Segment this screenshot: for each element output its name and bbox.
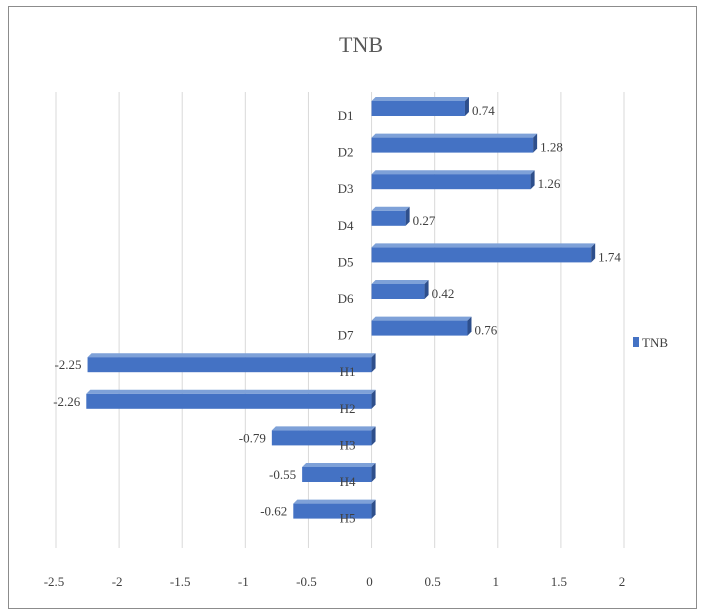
bar-side-face (591, 243, 596, 263)
bar-front-face (271, 430, 372, 446)
bar-side-face (371, 463, 376, 482)
data-label: 0.42 (432, 286, 455, 301)
legend-swatch (633, 337, 639, 347)
bar-top-face (302, 463, 376, 467)
category-label: H4 (340, 474, 356, 489)
bar-side-face (371, 426, 376, 446)
bar-front-face (371, 137, 534, 153)
bar (371, 170, 535, 190)
category-label: D1 (338, 108, 354, 123)
data-label: -2.26 (53, 394, 81, 409)
bar-top-face (371, 170, 535, 175)
bar-side-face (424, 280, 429, 299)
bar-side-face (467, 316, 472, 336)
category-label: D5 (338, 254, 354, 269)
x-tick-label: 1 (493, 574, 500, 589)
bar-front-face (371, 210, 406, 226)
bar-top-face (293, 499, 376, 504)
data-label: -0.55 (269, 467, 296, 482)
bar-side-face (533, 133, 538, 153)
data-label: -2.25 (54, 357, 81, 372)
x-tick-label: -1 (238, 574, 249, 589)
bar (371, 316, 472, 336)
bar-side-face (530, 170, 535, 190)
category-label: D2 (338, 145, 354, 160)
category-label: D4 (338, 218, 354, 233)
category-label: H2 (340, 401, 356, 416)
bar-side-face (371, 389, 376, 409)
bar-top-face (371, 97, 469, 101)
x-tick-label: -2.5 (44, 574, 65, 589)
bar-top-face (371, 206, 410, 211)
bar-front-face (371, 101, 465, 116)
bar (371, 280, 429, 299)
data-label: 1.74 (598, 249, 621, 264)
data-label: 1.28 (540, 140, 563, 155)
x-tick-label: 2 (619, 574, 626, 589)
category-label: H3 (340, 437, 356, 452)
data-label: -0.79 (239, 430, 266, 445)
bar (371, 206, 410, 226)
bar-front-face (371, 284, 425, 299)
bar-side-face (371, 353, 376, 373)
data-labels: 0.74 1.28 1.26 0.27 1.74 0.42 0.76 -2.25 -2.26 -0… (53, 103, 621, 519)
x-tick-label: -2 (112, 574, 123, 589)
bar-top-face (371, 243, 596, 248)
x-tick-label: 0.5 (425, 574, 441, 589)
x-tick-labels: -2.5 -2 -1.5 -1 -0.5 0 0.5 1 1.5 2 (44, 574, 626, 589)
data-label: 0.27 (413, 213, 436, 228)
data-label: -0.62 (260, 504, 287, 519)
chart-title: TNB (339, 32, 383, 57)
bar-front-face (371, 247, 592, 263)
legend: TNB (633, 335, 668, 350)
bar-front-face (87, 357, 372, 373)
x-tick-label: 1.5 (551, 574, 567, 589)
bar-top-face (86, 389, 376, 394)
data-label: 0.76 (474, 323, 497, 338)
bar (302, 463, 376, 482)
bar-front-face (371, 320, 468, 336)
bar-side-face (371, 499, 376, 519)
x-tick-label: 0 (366, 574, 373, 589)
bar (371, 243, 596, 263)
category-label: H5 (340, 511, 356, 526)
bar-top-face (87, 353, 376, 358)
category-label: D7 (338, 328, 354, 343)
bar-front-face (86, 393, 372, 409)
category-labels: D1 D2 D3 D4 D5 D6 D7 H1 H2 H3 H4 H5 (338, 108, 356, 526)
legend-label: TNB (642, 335, 668, 350)
bar-top-face (371, 280, 429, 284)
bar (293, 499, 376, 519)
bars (86, 97, 596, 519)
bar (271, 426, 376, 446)
x-tick-label: -1.5 (170, 574, 191, 589)
bar-front-face (293, 503, 372, 519)
category-label: D3 (338, 181, 354, 196)
bar (371, 97, 469, 116)
bar (86, 389, 376, 409)
bar-front-face (371, 174, 531, 190)
data-label: 1.26 (538, 176, 561, 191)
bar-side-face (464, 97, 469, 116)
bar-top-face (371, 133, 538, 138)
category-label: H1 (340, 364, 356, 379)
bar (371, 133, 538, 153)
bar (87, 353, 376, 373)
x-tick-label: -0.5 (296, 574, 317, 589)
data-label: 0.74 (472, 103, 495, 118)
bar-top-face (271, 426, 376, 431)
category-label: D6 (338, 291, 354, 306)
bar-front-face (302, 467, 372, 482)
bar-top-face (371, 316, 472, 321)
bar-side-face (405, 206, 410, 226)
